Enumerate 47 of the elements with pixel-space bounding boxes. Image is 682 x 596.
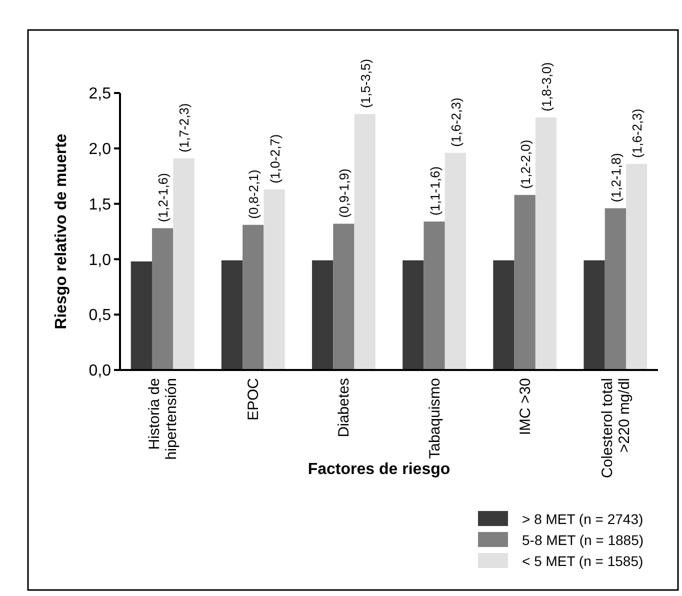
bar	[242, 224, 264, 370]
legend-label: > 8 MET (n = 2743)	[522, 510, 644, 527]
data-label: (1,6-2,3)	[448, 98, 464, 147]
bar	[584, 260, 605, 370]
bar	[604, 208, 626, 370]
x-tick-label: Tabaquismo	[426, 378, 444, 459]
bar	[402, 260, 424, 370]
legend-label: 5-8 MET (n = 1885)	[522, 532, 644, 548]
y-tick-label: 2,0	[88, 141, 112, 158]
bar	[264, 189, 285, 370]
bar	[535, 117, 557, 370]
y-tick-label: 1,0	[88, 252, 112, 269]
y-axis-title: Riesgo relativo de muerte	[53, 134, 70, 330]
data-label: (1,7-2,3)	[176, 103, 192, 152]
y-tick-label: 0,0	[88, 362, 112, 380]
bar	[626, 164, 648, 370]
data-label: (1,0-2,7)	[267, 134, 282, 184]
bar	[152, 228, 174, 370]
x-tick-label: Diabetes	[336, 378, 353, 438]
y-tick-label: 0,5	[88, 307, 112, 324]
data-label: (1,6-2,3)	[630, 108, 645, 158]
data-label: (1,8-3,0)	[538, 62, 554, 112]
y-tick-label: 1,5	[88, 196, 112, 214]
data-label: (0,8-2,1)	[246, 170, 262, 219]
data-label: (1,5-3,5)	[358, 58, 373, 108]
x-tick-label: IMC >30	[516, 378, 534, 436]
bar	[444, 152, 466, 370]
x-tick-label: Colesterol total >220 mg/dl	[598, 378, 633, 478]
legend-label: < 5 MET (n = 1585)	[522, 552, 644, 569]
x-tick-label: Historia de hipertensión	[146, 378, 180, 460]
data-label: (1,1-1,6)	[427, 166, 442, 216]
data-label: (1,2-1,6)	[156, 173, 171, 222]
bar	[312, 260, 334, 370]
bar	[130, 261, 152, 370]
bar	[333, 224, 354, 370]
bar	[424, 222, 445, 370]
bar	[354, 114, 376, 370]
x-tick-label: EPOC	[245, 378, 262, 421]
bar	[493, 260, 514, 370]
x-axis-title: Factores de riesgo	[308, 461, 450, 478]
data-label: (1,2-1,8)	[608, 153, 624, 202]
data-label: (0,9-1,9)	[336, 168, 352, 218]
data-label: (1,2-2,0)	[518, 140, 533, 189]
bar	[514, 194, 536, 370]
y-tick-label: 2,5	[88, 86, 112, 103]
bar	[173, 158, 194, 370]
bar	[221, 260, 243, 370]
